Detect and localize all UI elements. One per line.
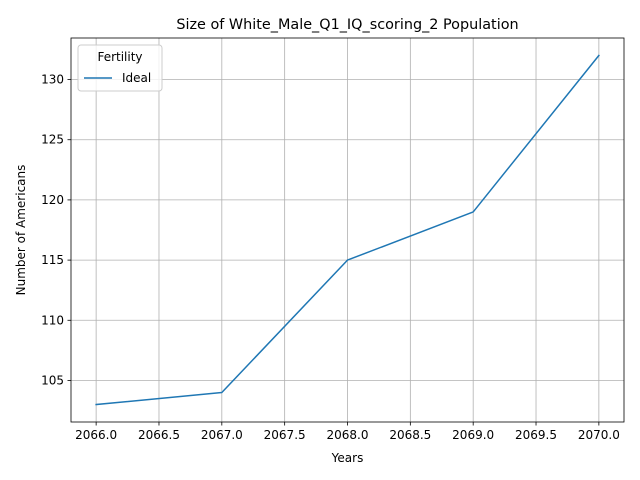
- x-tick-label: 2069.0: [452, 428, 494, 442]
- y-axis-label: Number of Americans: [14, 165, 28, 296]
- y-tick-label: 130: [41, 73, 64, 87]
- y-tick-label: 105: [41, 373, 64, 387]
- x-tick-label: 2068.5: [389, 428, 431, 442]
- legend-box: [77, 44, 163, 92]
- x-tick-label: 2066.5: [138, 428, 180, 442]
- series-line-ideal: [95, 54, 600, 406]
- legend-title: Fertility: [97, 50, 142, 64]
- x-tick-label: 2069.5: [515, 428, 557, 442]
- legend: Fertility Ideal: [77, 44, 163, 92]
- x-tick-label: 2067.5: [264, 428, 306, 442]
- legend-label-ideal: Ideal: [122, 71, 151, 85]
- y-tick-label: 120: [41, 193, 64, 207]
- x-axis-ticks: 2066.0 2066.5 2067.0 2067.5 2068.0 2068.5 2069…: [75, 422, 620, 442]
- x-tick-label: 2067.0: [201, 428, 243, 442]
- series-layer: [95, 54, 600, 406]
- y-tick-label: 115: [41, 253, 64, 267]
- chart-title: Size of White_Male_Q1_IQ_scoring_2 Popul…: [176, 17, 518, 33]
- x-axis-label: Years: [331, 451, 364, 465]
- x-tick-label: 2066.0: [75, 428, 117, 442]
- y-tick-label: 125: [41, 133, 64, 147]
- x-tick-label: 2068.0: [327, 428, 369, 442]
- x-tick-label: 2070.0: [578, 428, 620, 442]
- y-axis-ticks: 105 110 115 120 125 130: [41, 73, 71, 387]
- grid: [71, 38, 624, 422]
- y-tick-label: 110: [41, 313, 64, 327]
